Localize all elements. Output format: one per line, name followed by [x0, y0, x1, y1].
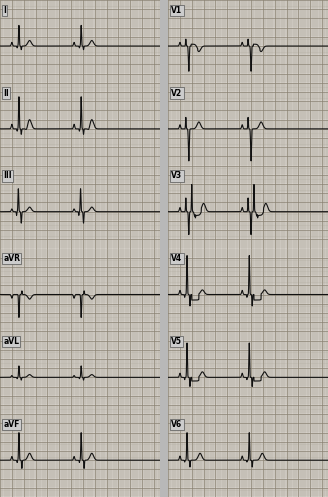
Text: III: III: [3, 171, 12, 180]
Text: aVL: aVL: [3, 337, 19, 346]
Text: I: I: [3, 6, 6, 15]
Text: aVR: aVR: [3, 254, 20, 263]
Text: V3: V3: [171, 171, 182, 180]
Text: II: II: [3, 88, 9, 97]
Text: V6: V6: [171, 420, 182, 429]
Text: aVF: aVF: [3, 420, 20, 429]
Text: V5: V5: [171, 337, 182, 346]
Text: V4: V4: [171, 254, 182, 263]
Text: V2: V2: [171, 88, 182, 97]
Text: V1: V1: [171, 6, 182, 15]
